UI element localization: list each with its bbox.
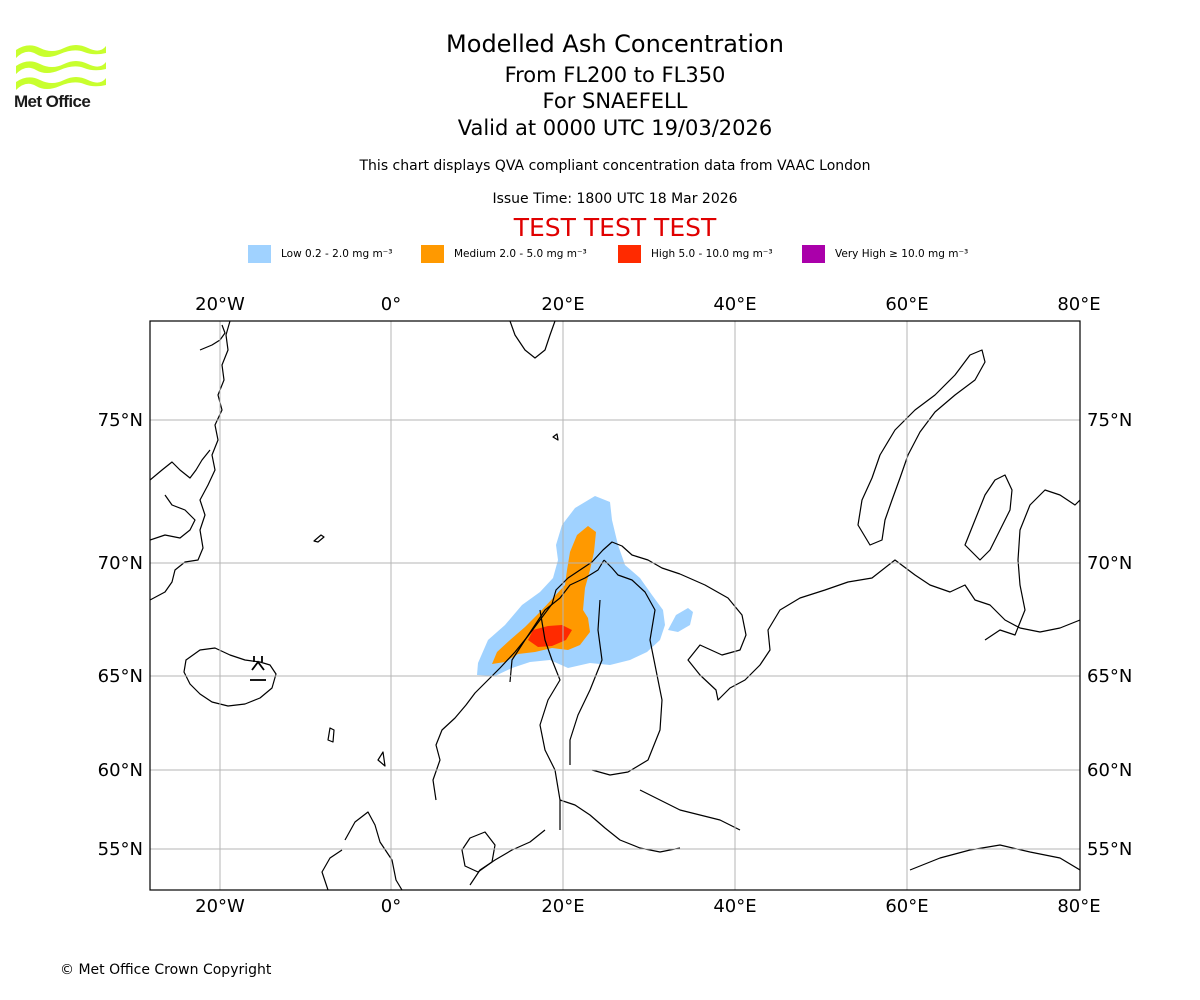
legend-label-high: High 5.0 - 10.0 mg m⁻³: [651, 248, 773, 260]
lat-label-left-60n: 60°N: [98, 760, 143, 781]
lon-label-top-20e: 20°E: [541, 294, 584, 315]
legend-swatch-low: [248, 245, 271, 263]
chart-title: Modelled Ash Concentration: [446, 30, 784, 58]
legend-swatch-medium: [421, 245, 444, 263]
lon-label-bottom-40e: 40°E: [713, 896, 756, 917]
ash-low-fragment: [668, 608, 693, 632]
lon-label-top-40e: 40°E: [713, 294, 756, 315]
legend-item-very-high: Very High ≥ 10.0 mg m⁻³: [802, 244, 968, 264]
met-office-logo: [16, 45, 106, 90]
lon-label-top-60e: 60°E: [885, 294, 928, 315]
test-banner: TEST TEST TEST: [513, 213, 717, 242]
lat-label-left-55n: 55°N: [98, 839, 143, 860]
lat-label-right-65n: 65°N: [1087, 666, 1132, 687]
legend-item-high: High 5.0 - 10.0 mg m⁻³: [618, 244, 773, 264]
lon-label-top-20w: 20°W: [195, 294, 245, 315]
copyright: © Met Office Crown Copyright: [60, 962, 272, 978]
lon-label-bottom-20e: 20°E: [541, 896, 584, 917]
lon-label-bottom-20w: 20°W: [195, 896, 245, 917]
legend-label-very-high: Very High ≥ 10.0 mg m⁻³: [835, 248, 969, 260]
volcano-marker: [250, 656, 266, 681]
lon-label-bottom-60e: 60°E: [885, 896, 928, 917]
lon-label-top-80e: 80°E: [1057, 294, 1100, 315]
legend-item-low: Low 0.2 - 2.0 mg m⁻³: [248, 244, 392, 264]
legend-label-low: Low 0.2 - 2.0 mg m⁻³: [281, 248, 393, 260]
ash-high-region: [528, 625, 572, 647]
legend-item-medium: Medium 2.0 - 5.0 mg m⁻³: [421, 244, 587, 264]
volcano-name: For SNAEFELL: [542, 89, 688, 113]
lat-label-right-70n: 70°N: [1087, 553, 1132, 574]
valid-time: Valid at 0000 UTC 19/03/2026: [457, 116, 773, 140]
issue-time: Issue Time: 1800 UTC 18 Mar 2026: [492, 191, 738, 207]
compliance-note: This chart displays QVA compliant concen…: [359, 158, 871, 174]
coastlines: [150, 321, 1080, 890]
logo-text: Met Office: [14, 92, 91, 111]
map-frame: [149, 320, 1081, 891]
graticule: [150, 321, 1080, 890]
legend-swatch-high: [618, 245, 641, 263]
lon-label-bottom-0: 0°: [381, 896, 401, 917]
legend-swatch-very-high: [802, 245, 825, 263]
lon-label-top-0: 0°: [381, 294, 401, 315]
lat-label-left-75n: 75°N: [98, 410, 143, 431]
lat-label-left-70n: 70°N: [98, 553, 143, 574]
lat-label-right-55n: 55°N: [1087, 839, 1132, 860]
lat-label-right-60n: 60°N: [1087, 760, 1132, 781]
lat-label-left-65n: 65°N: [98, 666, 143, 687]
lat-label-right-75n: 75°N: [1087, 410, 1132, 431]
legend-label-medium: Medium 2.0 - 5.0 mg m⁻³: [454, 248, 587, 260]
lon-label-bottom-80e: 80°E: [1057, 896, 1100, 917]
flight-levels: From FL200 to FL350: [504, 63, 726, 87]
